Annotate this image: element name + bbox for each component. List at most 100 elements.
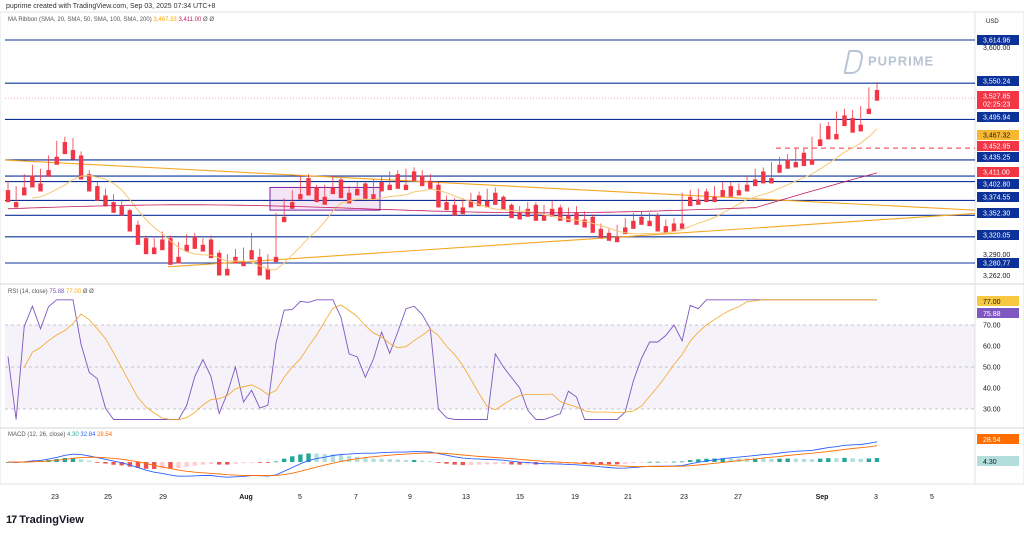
macd-hist-bar <box>590 462 595 464</box>
rsi-label: 75.88 <box>983 311 1001 318</box>
macd-hist-bar <box>639 462 644 463</box>
candle-body <box>208 239 214 259</box>
candle-body <box>111 202 116 213</box>
macd-hist-bar <box>127 462 133 467</box>
rsi-legend[interactable]: RSI (14, close) 75.88 77.00 Ø Ø <box>8 289 94 295</box>
candle-body <box>631 220 636 229</box>
price-label: 3,452.95 <box>983 144 1010 151</box>
candle <box>761 167 766 184</box>
candle-body <box>671 223 677 232</box>
time-tick: 29 <box>159 494 167 501</box>
macd-hist-bar <box>549 462 555 465</box>
tradingview-footer: 17 TradingView <box>6 514 84 526</box>
candle-body <box>103 195 108 207</box>
candle <box>574 206 579 225</box>
macd-hist-bar <box>216 462 222 465</box>
macd-hist-bar <box>688 460 693 462</box>
time-tick: 23 <box>51 494 59 501</box>
macd-hist-bar <box>785 458 790 462</box>
time-tick: 5 <box>298 494 302 501</box>
price-label-box <box>977 35 1019 45</box>
candle-body <box>363 183 368 200</box>
candle <box>452 198 457 216</box>
macd-hist-bar <box>777 458 782 462</box>
candle <box>135 220 141 245</box>
candle <box>119 199 124 216</box>
macd-hist-bar <box>306 453 311 462</box>
candle <box>834 111 839 140</box>
macd-hist-bar <box>671 461 677 463</box>
candle-body <box>468 200 474 208</box>
macd-hist-bar <box>119 462 124 466</box>
rsi-tick: 70.00 <box>983 323 1001 330</box>
candle-body <box>655 215 660 232</box>
price-label-box <box>977 230 1019 240</box>
candle-body <box>574 212 579 225</box>
macd-legend[interactable]: MACD (12, 26, close) 4.30 32.84 28.54 <box>8 432 112 438</box>
candle <box>249 232 254 260</box>
ma-value-b: 3,411.00 <box>178 17 202 23</box>
candle-body <box>322 196 327 205</box>
candle-body <box>192 236 197 249</box>
candle-body <box>387 184 392 191</box>
candle <box>549 200 555 217</box>
macd-hist-bar <box>623 462 628 464</box>
candle-body <box>265 268 271 280</box>
rsi-value-a: 75.88 <box>49 289 65 295</box>
candle-body <box>460 207 466 215</box>
candle-body <box>858 124 863 132</box>
price-label-box <box>977 167 1019 177</box>
candle-body <box>46 170 51 177</box>
macd-hist-bar <box>801 458 807 462</box>
candle-body <box>842 115 847 127</box>
candle <box>306 174 311 196</box>
candle <box>704 188 709 203</box>
macd-hist-bar <box>160 462 165 469</box>
candle-body <box>623 227 628 235</box>
price-label-box <box>977 99 1019 109</box>
candle <box>663 219 669 233</box>
candle-body <box>298 194 303 200</box>
macd-hist-bar <box>541 462 547 465</box>
macd-hist-bar <box>338 455 344 462</box>
macd-hist-bar <box>598 462 604 465</box>
candle-body <box>22 187 27 196</box>
candle-body <box>225 268 230 276</box>
candle <box>606 228 612 241</box>
macd-hist-bar <box>476 462 482 465</box>
candle-body <box>826 126 831 140</box>
candle-body <box>509 204 514 219</box>
candle-body <box>379 182 384 192</box>
price-label-box <box>977 91 1019 101</box>
price-tick: 3,290.00 <box>983 252 1010 259</box>
rsi-value-c: Ø <box>82 289 88 295</box>
macd-hist-bar <box>143 462 149 469</box>
candle <box>30 164 35 188</box>
macd-hist-bar <box>866 458 872 462</box>
candle <box>290 190 295 209</box>
price-label: 3,352.30 <box>983 211 1010 218</box>
rsi-value-d: Ø <box>89 289 94 295</box>
candle-body <box>135 224 141 245</box>
candle <box>566 207 571 223</box>
candle <box>501 195 506 211</box>
ma-ribbon-legend[interactable]: MA Ribbon (SMA, 20, SMA, 50, SMA, 100, S… <box>8 17 214 23</box>
macd-hist-bar <box>582 462 587 464</box>
candle-body <box>241 260 246 267</box>
candle-body <box>54 156 59 165</box>
candle-body <box>793 162 798 168</box>
candle-body <box>151 247 157 255</box>
candle <box>176 242 181 264</box>
macd-hist-bar <box>874 457 880 462</box>
rsi-label-box-ma <box>977 296 1019 306</box>
rsi-tick: 50.00 <box>983 365 1001 372</box>
candle-body <box>78 155 84 180</box>
macd-hist-bar <box>184 462 189 467</box>
candle-body <box>484 200 490 208</box>
candle <box>801 148 807 167</box>
candle-body <box>809 159 815 165</box>
price-label: 3,550.24 <box>983 79 1010 86</box>
candle-body <box>712 196 717 203</box>
